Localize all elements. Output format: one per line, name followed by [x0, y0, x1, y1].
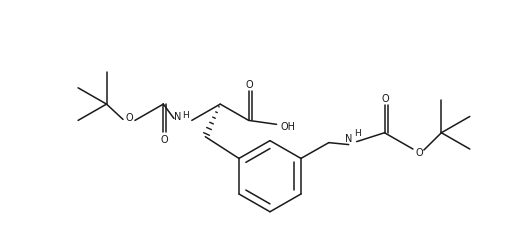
Text: O: O: [415, 147, 423, 157]
Text: O: O: [381, 94, 389, 104]
Text: N: N: [174, 112, 181, 122]
Text: H: H: [182, 110, 189, 119]
Text: O: O: [160, 134, 168, 144]
Text: N: N: [345, 133, 353, 143]
Text: O: O: [125, 113, 133, 123]
Text: OH: OH: [281, 122, 296, 132]
Text: H: H: [354, 129, 361, 138]
Text: O: O: [246, 80, 254, 90]
